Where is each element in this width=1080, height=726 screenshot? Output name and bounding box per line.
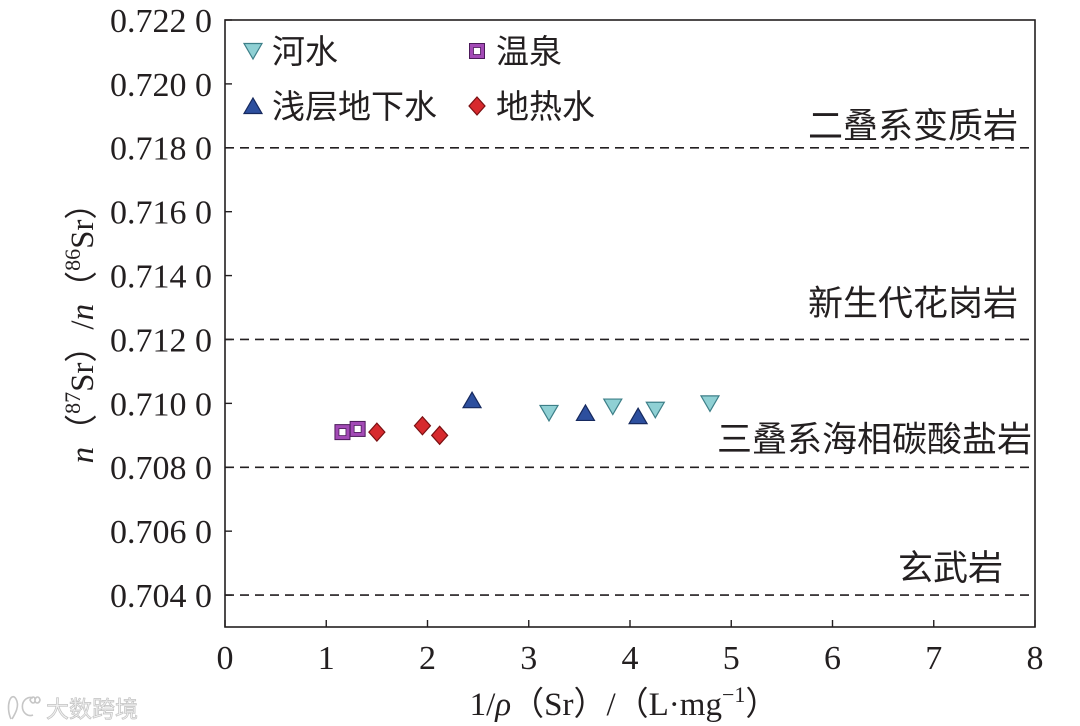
y-axis-label-part-2: （	[65, 414, 101, 447]
legend-item-4: 地热水	[468, 89, 595, 126]
marker-hole	[473, 47, 481, 55]
watermark-text: 大数跨境	[46, 697, 138, 723]
y-tick-label-9: 0.720 0	[110, 67, 212, 104]
legend-label-2: 温泉	[496, 34, 562, 71]
point-triangle-up-1	[462, 390, 483, 409]
y-axis-label-part-3: 87	[60, 392, 85, 414]
legend-item-3: 浅层地下水	[242, 89, 437, 126]
legend-marker-diamond	[468, 96, 486, 116]
marker-hole	[338, 428, 347, 437]
data-points	[334, 390, 721, 446]
y-tick-label-4: 0.710 0	[110, 386, 212, 423]
legend-marker-square-open	[469, 43, 485, 59]
reference-label-4: 玄武岩	[898, 549, 1003, 588]
reference-label-1: 二叠系变质岩	[808, 107, 1018, 146]
y-axis: 0.704 0 0.706 0 0.708 0 0.710 0 0.712 0 0.714…	[110, 3, 232, 615]
watermark-logo-infinity	[29, 696, 41, 704]
point-triangle-down-3	[645, 401, 666, 419]
x-axis-label-part-2: ρ	[494, 687, 511, 723]
point-diamond-3	[430, 425, 449, 446]
point-square-open-1	[334, 424, 351, 441]
x-tick-label-9: 8	[1027, 640, 1044, 677]
y-axis-label-part-8: Sr）	[65, 187, 101, 249]
y-tick-label-8: 0.718 0	[110, 131, 212, 168]
point-square-open-2	[349, 420, 366, 437]
y-axis-label-part-7: 86	[60, 249, 85, 271]
watermark: 大数跨境	[7, 696, 138, 723]
series-triangle-down	[538, 395, 721, 423]
series-triangle-up	[462, 390, 649, 425]
point-triangle-down-1	[538, 404, 560, 423]
y-tick-label-5: 0.712 0	[110, 322, 212, 359]
legend-label-1: 河水	[272, 34, 338, 71]
watermark-logo-arc	[21, 696, 34, 717]
watermark-logo	[7, 696, 41, 720]
x-tick-label-5: 4	[622, 640, 639, 677]
marker-hole	[353, 425, 362, 433]
point-triangle-up-3	[628, 406, 649, 425]
x-tick-label-6: 5	[723, 640, 740, 677]
y-tick-label-6: 0.714 0	[110, 258, 212, 295]
y-tick-label-7: 0.716 0	[110, 195, 212, 232]
point-triangle-up-2	[575, 403, 596, 422]
x-axis-label-part-5: ）	[745, 687, 778, 723]
point-triangle-down-2	[602, 398, 623, 416]
x-tick-label-4: 3	[520, 640, 537, 677]
reference-label-3: 三叠系海相碳酸盐岩	[717, 420, 1032, 459]
legend-label-4: 地热水	[496, 89, 595, 126]
y-axis-label: n（87Sr）/n（86Sr）	[60, 187, 101, 464]
y-tick-label-10: 0.722 0	[110, 3, 212, 40]
x-tick-label-2: 1	[318, 640, 335, 677]
y-tick-label-3: 0.708 0	[110, 450, 212, 487]
x-tick-label-7: 6	[824, 640, 841, 677]
legend-label-3: 浅层地下水	[272, 89, 437, 126]
plot-frame	[224, 19, 1036, 628]
x-axis-label-part-4: −1	[722, 682, 745, 707]
watermark-logo-loop	[7, 696, 19, 720]
x-tick-label-1: 0	[217, 640, 234, 677]
y-axis-label-part-6: （	[65, 271, 101, 304]
x-axis-label-part-1: 1/	[470, 687, 497, 723]
x-axis: 0 1 2 3 4 5 6 7 8	[217, 620, 1044, 677]
x-axis-label: 1/ρ（Sr）/（L·mg−1）	[470, 682, 779, 723]
y-axis-label-part-5: n	[65, 304, 101, 321]
y-axis-label-part-4: Sr）/	[65, 320, 101, 392]
x-tick-label-3: 2	[419, 640, 436, 677]
point-triangle-down-4	[699, 395, 721, 413]
point-diamond-1	[368, 422, 386, 443]
x-axis-label-part-3: （Sr）/（L·mg	[511, 687, 722, 723]
legend-marker-triangle-down	[242, 42, 264, 61]
y-axis-label-part-1: n	[65, 447, 101, 464]
y-tick-label-2: 0.706 0	[110, 514, 212, 551]
point-diamond-2	[413, 415, 432, 436]
series-diamond	[368, 415, 449, 446]
legend-marker-triangle-up	[242, 96, 264, 115]
y-tick-label-1: 0.704 0	[110, 578, 212, 615]
series-square-open	[334, 420, 366, 441]
legend-item-1: 河水	[242, 34, 338, 71]
reference-label-2: 新生代花岗岩	[808, 284, 1018, 323]
legend-item-2: 温泉	[469, 34, 562, 71]
x-tick-label-8: 7	[925, 640, 942, 677]
